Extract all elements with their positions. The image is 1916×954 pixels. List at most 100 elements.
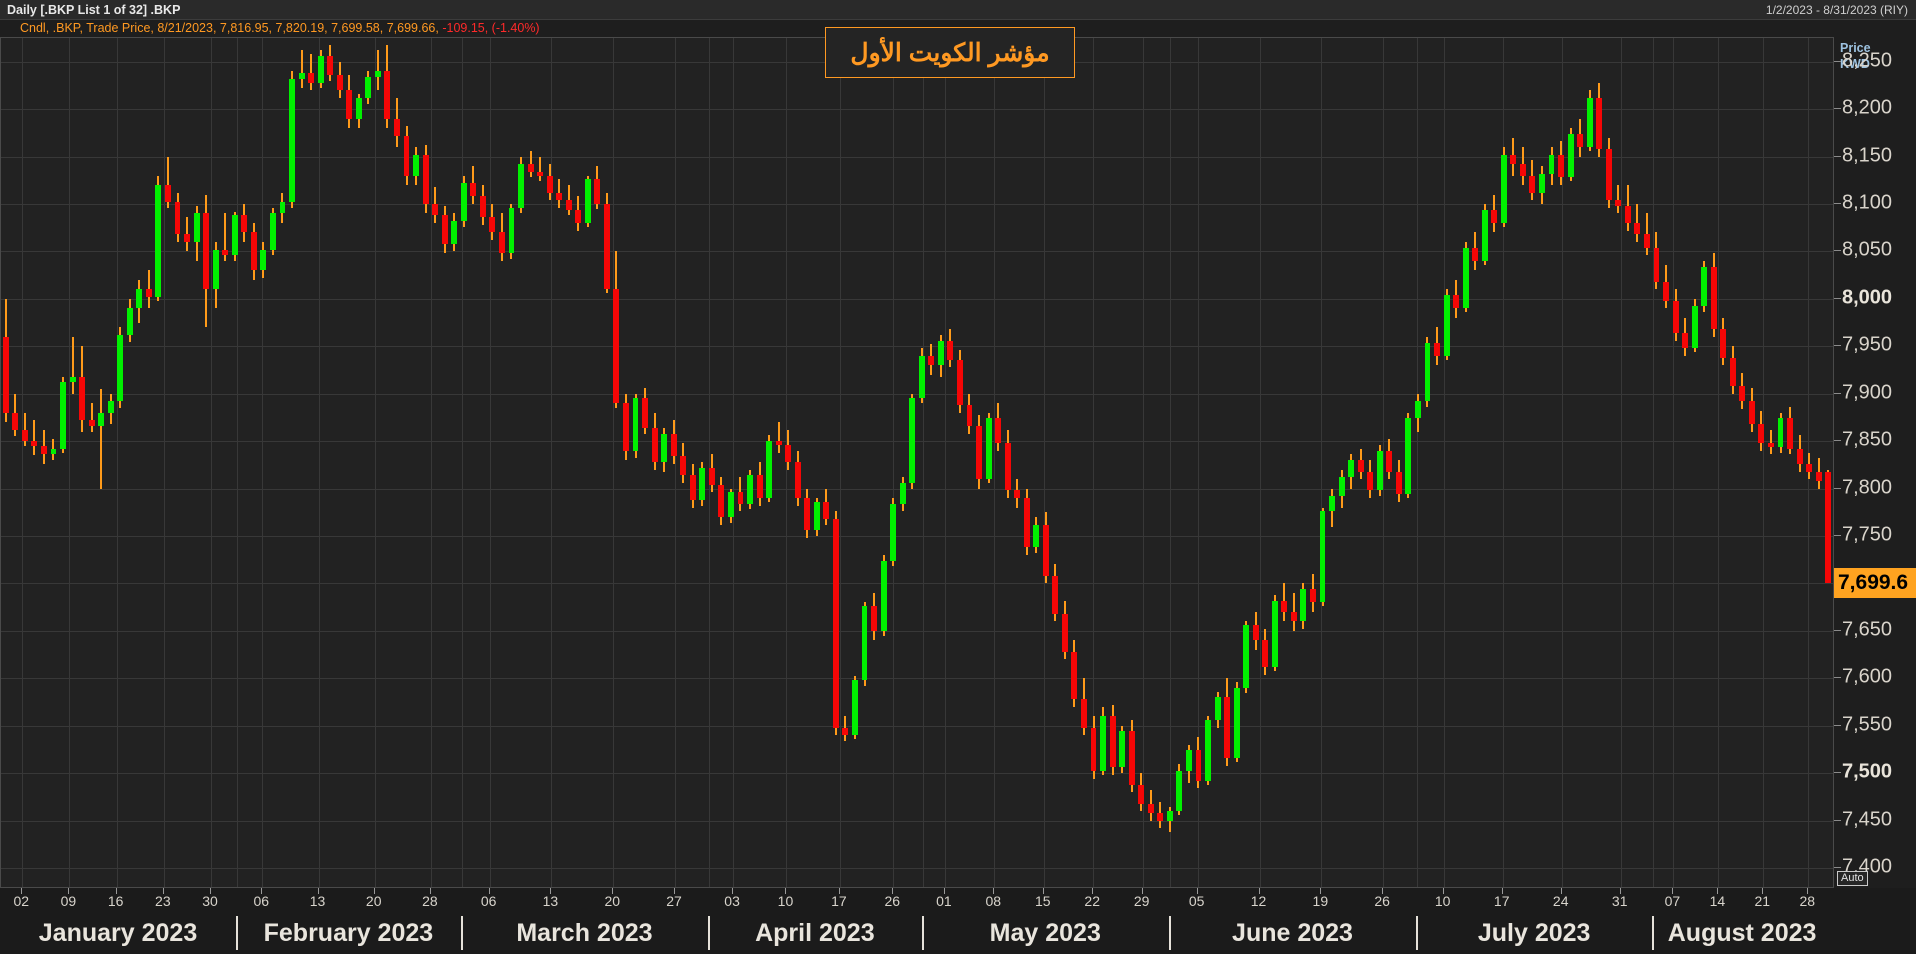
candle-body	[1090, 727, 1097, 772]
candle-body	[1510, 154, 1517, 165]
candle-body	[308, 73, 315, 83]
gridline-vertical	[994, 38, 996, 887]
price-axis-tick	[1834, 155, 1841, 157]
candle-body	[890, 503, 897, 561]
candle-wick	[186, 217, 189, 252]
date-axis-day-label: 31	[1611, 893, 1628, 909]
gridline-horizontal	[1, 109, 1833, 111]
candle-body	[1262, 640, 1269, 667]
gridline-vertical	[1093, 38, 1095, 887]
date-axis-day-label: 05	[1188, 893, 1205, 909]
candle-wick	[300, 50, 303, 89]
date-axis-day-label: 27	[666, 893, 682, 909]
gridline-vertical	[1502, 38, 1504, 887]
date-axis-tick	[1501, 888, 1503, 894]
candle-body	[699, 467, 706, 500]
date-axis-tick	[210, 888, 212, 894]
candle-body	[852, 680, 858, 736]
candle-body	[222, 249, 229, 256]
date-axis-day-label: 16	[107, 893, 124, 909]
gridline-vertical	[786, 38, 788, 887]
candle-body	[165, 185, 171, 203]
candle-body	[1500, 154, 1507, 223]
month-separator	[460, 916, 463, 950]
candle-body	[1481, 209, 1488, 261]
candle-body	[1434, 342, 1440, 356]
price-axis-tick	[1834, 108, 1841, 110]
date-axis[interactable]: January 2023 02 09 16 23 30 February 2023 06 13 2…	[0, 888, 1834, 954]
gridline-vertical	[944, 38, 946, 887]
candle-body	[451, 221, 458, 244]
gridline-horizontal	[1, 346, 1833, 348]
gridline-vertical	[1763, 38, 1765, 887]
candle-body	[1634, 222, 1641, 235]
candle-body	[231, 215, 238, 256]
candle-wick	[1617, 185, 1620, 214]
price-axis[interactable]: Price KWD 8,250 8,200 8,150 8,100 8,050 8,000…	[1834, 37, 1916, 888]
candle-body	[689, 475, 696, 500]
candle-body	[1605, 148, 1612, 201]
date-axis-day-label: 26	[884, 893, 901, 909]
legend-ohlc-text: Cndl, .BKP, Trade Price, 8/21/2023, 7,81…	[20, 21, 439, 35]
price-axis-tick	[1834, 297, 1841, 299]
gridline-vertical	[1443, 38, 1445, 887]
candle-wick	[777, 422, 780, 453]
candle-body	[212, 249, 219, 290]
price-axis-label: 7,750	[1842, 523, 1893, 546]
gridline-vertical	[733, 38, 735, 887]
gridline-vertical	[922, 38, 924, 887]
candle-body	[556, 192, 563, 201]
gridline-vertical	[1043, 38, 1045, 887]
current-price-badge: 7,699.6	[1834, 567, 1916, 598]
price-axis-label: 8,150	[1842, 144, 1893, 167]
candle-body	[346, 90, 353, 119]
date-axis-day-label: 12	[1250, 893, 1267, 909]
candle-body	[642, 397, 648, 428]
date-axis-day-label: 01	[936, 893, 952, 909]
candle-body	[718, 484, 725, 518]
date-axis-tick	[373, 888, 375, 894]
auto-scale-button[interactable]: Auto	[1837, 871, 1868, 886]
date-axis-day-label: 29	[1133, 893, 1150, 909]
candle-body	[193, 213, 200, 242]
date-axis-day-label: 08	[985, 893, 1002, 909]
candle-body	[1424, 342, 1431, 402]
date-axis-day-label: 26	[1374, 893, 1390, 909]
candle-body	[756, 475, 763, 499]
gridline-horizontal	[1, 393, 1833, 395]
candle-body	[12, 412, 19, 430]
candle-body	[336, 74, 343, 91]
price-axis-label: 7,550	[1842, 713, 1893, 736]
gridline-vertical	[893, 38, 895, 887]
candle-body	[1224, 697, 1231, 758]
candle-body	[1214, 697, 1221, 721]
candle-body	[1281, 600, 1288, 612]
candle-body	[1205, 720, 1211, 781]
candle-body	[1338, 477, 1345, 497]
gridline-horizontal	[1, 868, 1833, 870]
date-axis-day-label: 10	[777, 893, 794, 909]
gridline-vertical	[1383, 38, 1385, 887]
candle-body	[21, 429, 28, 442]
date-axis-tick	[317, 888, 319, 894]
gridline-vertical	[1561, 38, 1563, 887]
candle-body	[355, 97, 362, 119]
candle-body	[413, 154, 419, 176]
candle-wick	[166, 156, 169, 208]
candle-body	[909, 397, 916, 483]
candle-wick	[23, 412, 26, 446]
date-axis-tick	[1672, 888, 1674, 894]
gridline-vertical	[211, 38, 213, 887]
candle-body	[1806, 463, 1813, 472]
gridline-horizontal	[1, 298, 1833, 300]
price-axis-tick	[1834, 345, 1841, 347]
price-axis-tick	[1834, 677, 1841, 679]
candle-body	[899, 482, 906, 504]
chart-plot-area[interactable]	[0, 37, 1834, 888]
candle-body	[1682, 333, 1689, 349]
date-axis-day-label: 15	[1034, 893, 1051, 909]
date-axis-tick	[1320, 888, 1322, 894]
candle-body	[1405, 418, 1412, 495]
month-label: May 2023	[989, 919, 1101, 947]
legend-change-text: -109.15, (-1.40%)	[442, 21, 540, 35]
